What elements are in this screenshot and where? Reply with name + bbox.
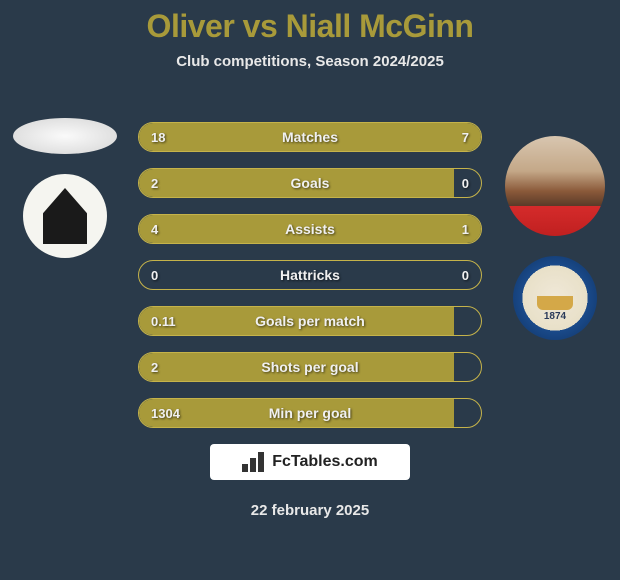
stat-label: Goals per match <box>139 313 481 329</box>
stat-row: 18Matches7 <box>138 122 482 152</box>
site-logo[interactable]: FcTables.com <box>210 444 410 480</box>
stat-label: Matches <box>139 129 481 145</box>
club-year: 1874 <box>544 311 566 322</box>
club-badge-right: 1874 <box>513 256 597 340</box>
player-avatar-photo <box>505 136 605 236</box>
stat-row: 4Assists1 <box>138 214 482 244</box>
stat-label: Min per goal <box>139 405 481 421</box>
player-left-column <box>10 118 120 258</box>
stat-row: 1304Min per goal <box>138 398 482 428</box>
stat-value-right: 0 <box>462 176 469 191</box>
logo-text: FcTables.com <box>272 453 378 471</box>
stat-value-right: 7 <box>462 130 469 145</box>
page-title: Oliver vs Niall McGinn <box>0 0 620 45</box>
stat-label: Hattricks <box>139 267 481 283</box>
stat-row: 0Hattricks0 <box>138 260 482 290</box>
stat-label: Goals <box>139 175 481 191</box>
stat-value-right: 1 <box>462 222 469 237</box>
club-badge-left <box>23 174 107 258</box>
logo-bars-icon <box>242 452 266 472</box>
subtitle: Club competitions, Season 2024/2025 <box>0 53 620 70</box>
avatar-image <box>505 136 605 236</box>
player-right-column: 1874 <box>500 136 610 340</box>
stat-row: 0.11Goals per match <box>138 306 482 336</box>
stats-comparison: 18Matches72Goals04Assists10Hattricks00.1… <box>138 122 482 444</box>
stat-label: Assists <box>139 221 481 237</box>
stat-value-right: 0 <box>462 268 469 283</box>
stat-row: 2Shots per goal <box>138 352 482 382</box>
stat-row: 2Goals0 <box>138 168 482 198</box>
stat-label: Shots per goal <box>139 359 481 375</box>
player-avatar-placeholder <box>13 118 117 154</box>
date-label: 22 february 2025 <box>0 502 620 519</box>
